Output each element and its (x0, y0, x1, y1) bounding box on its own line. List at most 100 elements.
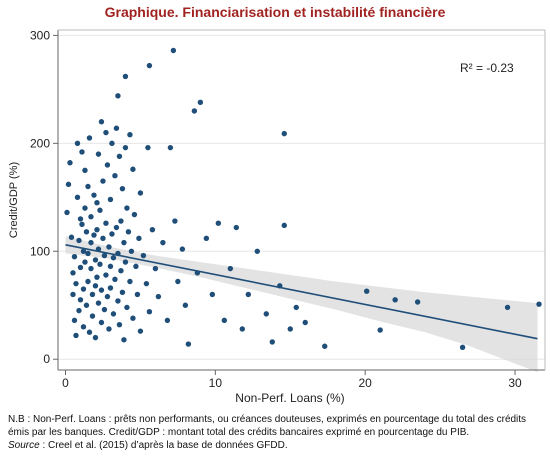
data-point-115 (172, 218, 178, 224)
data-point-40 (92, 283, 99, 289)
data-point-24 (82, 259, 88, 265)
data-point-135 (281, 222, 287, 229)
data-point-70 (110, 311, 117, 317)
data-point-99 (134, 291, 141, 298)
data-point-107 (146, 309, 153, 315)
data-point-59 (103, 272, 109, 278)
data-point-108 (149, 226, 156, 233)
data-point-94 (128, 248, 135, 254)
x-tick-label-20: 20 (359, 376, 373, 390)
data-point-36 (89, 313, 96, 319)
confidence-band-layer (65, 236, 538, 373)
data-point-104 (143, 280, 150, 287)
data-point-111 (160, 239, 166, 246)
data-point-16 (77, 297, 84, 303)
data-point-85 (121, 337, 127, 343)
data-point-38 (91, 232, 97, 238)
data-point-65 (107, 263, 114, 270)
data-point-0 (64, 209, 70, 216)
data-point-8 (73, 332, 79, 339)
data-point-62 (106, 244, 112, 250)
data-point-14 (77, 216, 84, 222)
data-point-137 (287, 326, 293, 332)
data-point-122 (197, 99, 204, 106)
data-point-47 (95, 300, 102, 306)
figure-title: Graphique. Financiarisation et instabili… (104, 4, 446, 20)
data-point-117 (179, 246, 186, 252)
data-point-83 (119, 289, 126, 295)
data-point-68 (109, 231, 115, 237)
data-point-143 (392, 297, 398, 303)
y-axis-ticks: 0 100 200 300 (30, 28, 58, 366)
data-point-82 (119, 185, 126, 192)
data-point-27 (85, 183, 91, 190)
data-point-37 (91, 192, 97, 198)
x-axis-ticks: 0 10 20 30 (62, 370, 522, 390)
data-point-102 (137, 328, 144, 334)
data-point-4 (70, 291, 76, 298)
data-point-87 (122, 144, 129, 151)
data-point-32 (88, 214, 94, 220)
y-tick-label-0: 0 (43, 352, 50, 366)
data-point-114 (170, 47, 177, 54)
data-point-33 (88, 239, 94, 246)
y-tick-label-300: 300 (30, 28, 50, 42)
fit-line-layer (65, 244, 538, 340)
data-point-58 (103, 220, 109, 226)
data-point-64 (107, 196, 114, 203)
data-point-25 (83, 229, 90, 235)
data-point-6 (71, 253, 78, 260)
data-point-103 (140, 252, 147, 259)
data-point-67 (109, 140, 115, 147)
data-point-52 (98, 319, 105, 326)
r-squared-annotation: R² = -0.23 (460, 61, 514, 75)
data-point-22 (82, 167, 88, 174)
axes (57, 29, 546, 371)
data-point-69 (110, 255, 117, 261)
x-tick-label-30: 30 (508, 376, 522, 390)
data-point-66 (107, 285, 114, 291)
data-point-1 (65, 181, 72, 188)
data-point-84 (121, 239, 127, 246)
data-point-124 (209, 291, 216, 298)
data-point-44 (94, 274, 100, 280)
data-point-118 (182, 302, 189, 308)
data-point-112 (164, 317, 171, 324)
data-point-140 (322, 343, 328, 349)
data-point-77 (115, 298, 121, 304)
data-point-53 (100, 178, 106, 184)
figure-note: N.B : Non-Perf. Loans : prêts non perfor… (8, 413, 544, 452)
data-point-30 (86, 135, 93, 141)
data-point-147 (536, 301, 542, 307)
x-tick-label-10: 10 (209, 376, 223, 390)
data-point-105 (145, 144, 151, 151)
data-point-89 (124, 205, 130, 211)
x-axis-label: Non-Perf. Loans (%) (235, 391, 344, 405)
data-point-75 (115, 93, 121, 99)
data-point-41 (92, 334, 99, 341)
data-point-28 (85, 250, 91, 257)
data-point-110 (155, 293, 162, 300)
data-point-106 (146, 62, 153, 69)
data-point-51 (98, 287, 105, 293)
data-point-63 (106, 326, 112, 332)
data-point-13 (76, 307, 82, 314)
data-point-116 (175, 278, 181, 285)
data-points-layer (64, 47, 542, 351)
data-point-15 (77, 264, 84, 271)
data-point-125 (215, 220, 222, 226)
data-point-139 (302, 319, 308, 326)
data-point-123 (203, 235, 210, 242)
data-point-88 (122, 259, 129, 265)
data-point-96 (130, 315, 136, 321)
data-point-74 (113, 224, 120, 231)
data-point-138 (293, 304, 299, 311)
data-point-100 (136, 235, 142, 242)
data-point-81 (118, 267, 124, 274)
data-point-136 (281, 130, 287, 137)
data-point-12 (76, 237, 82, 244)
data-point-56 (101, 306, 108, 313)
data-point-9 (73, 280, 79, 287)
scatter-chart: 0 10 20 30 0 100 200 300 Non-Perf. Loans (%) C… (8, 28, 546, 405)
